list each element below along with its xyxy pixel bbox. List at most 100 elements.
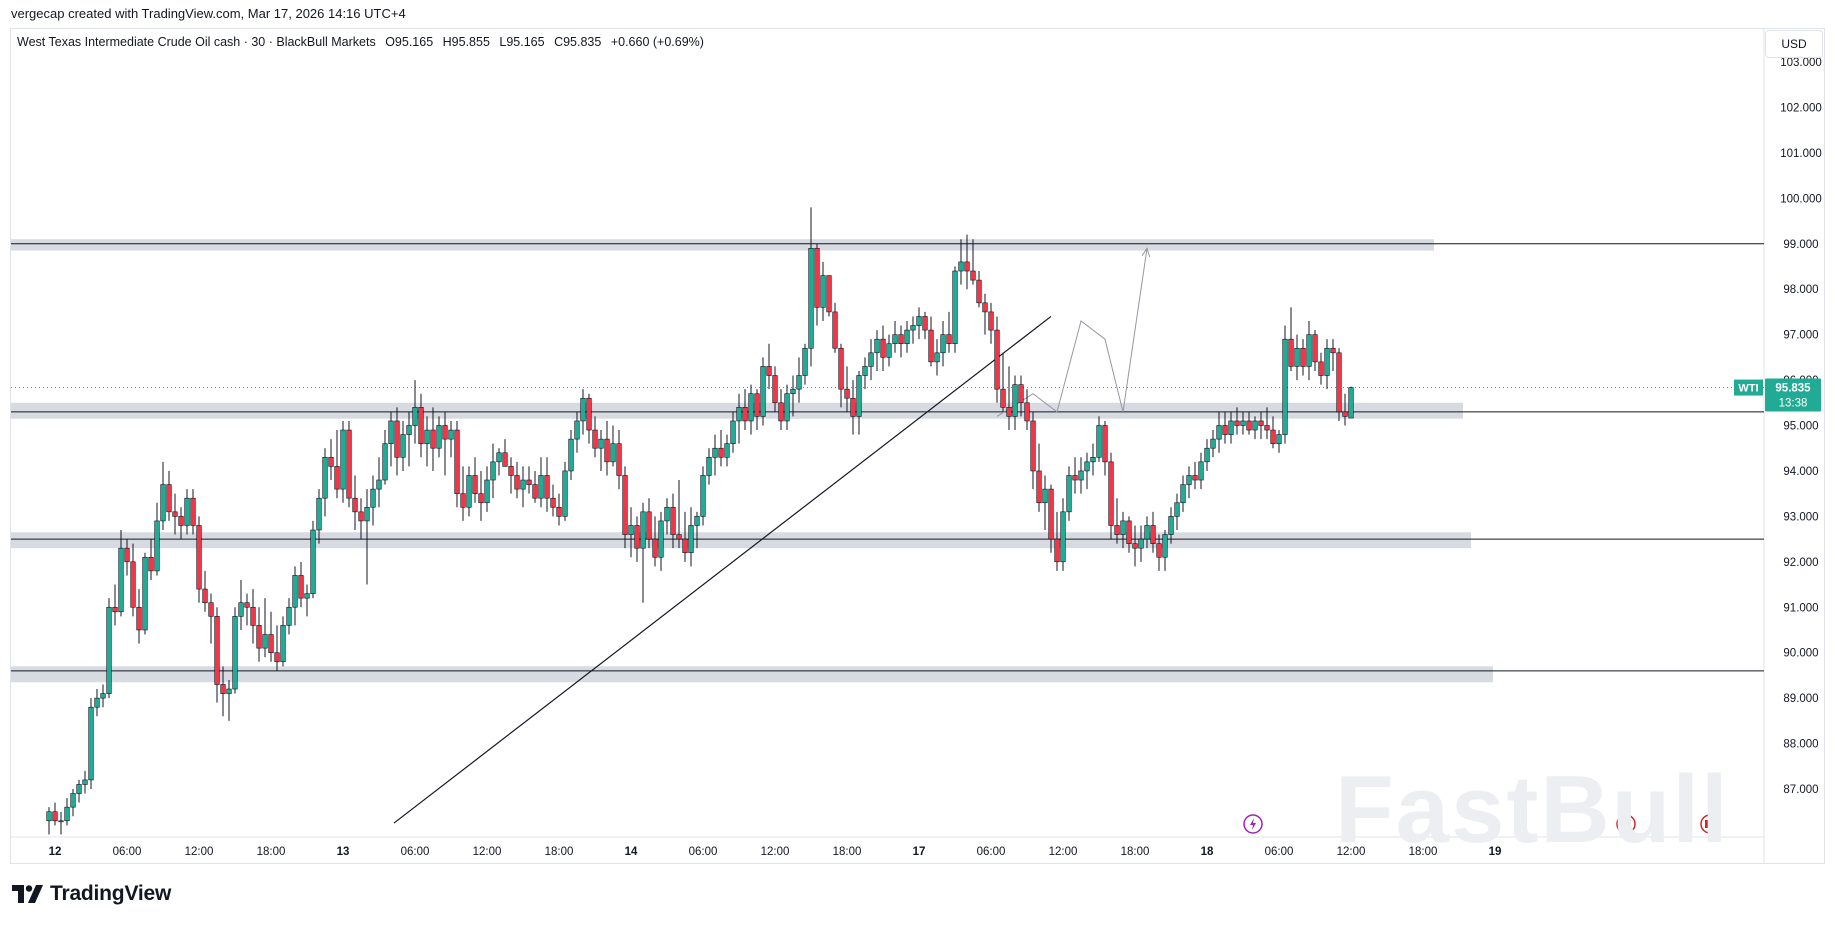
candle[interactable] bbox=[1264, 407, 1270, 440]
candle[interactable] bbox=[1300, 339, 1306, 376]
candle[interactable] bbox=[886, 334, 892, 367]
zone-rect[interactable] bbox=[11, 532, 1471, 549]
candle[interactable] bbox=[1036, 443, 1042, 512]
zone-rect[interactable] bbox=[11, 239, 1434, 251]
candle[interactable] bbox=[172, 493, 178, 535]
projection-path[interactable] bbox=[996, 248, 1148, 417]
candle[interactable] bbox=[94, 689, 100, 717]
candle[interactable] bbox=[700, 466, 706, 526]
candle[interactable] bbox=[1072, 457, 1078, 494]
candle[interactable] bbox=[1030, 411, 1036, 490]
candle[interactable] bbox=[814, 243, 820, 326]
candle[interactable] bbox=[454, 420, 460, 508]
candle[interactable] bbox=[118, 530, 124, 617]
candle[interactable] bbox=[880, 325, 886, 371]
candle[interactable] bbox=[280, 616, 286, 667]
candle[interactable] bbox=[196, 516, 202, 603]
candle[interactable] bbox=[1258, 411, 1264, 440]
candle[interactable] bbox=[70, 789, 76, 817]
candle[interactable] bbox=[256, 607, 262, 662]
candle[interactable] bbox=[1204, 439, 1210, 471]
candle[interactable] bbox=[988, 302, 994, 344]
candle[interactable] bbox=[472, 457, 478, 503]
candle[interactable] bbox=[1060, 498, 1066, 571]
candle[interactable] bbox=[1306, 320, 1312, 381]
candle[interactable] bbox=[1336, 348, 1342, 421]
candle[interactable] bbox=[1288, 307, 1294, 371]
candle[interactable] bbox=[802, 343, 808, 385]
candle[interactable] bbox=[436, 416, 442, 458]
candle[interactable] bbox=[1006, 366, 1012, 431]
candle[interactable] bbox=[484, 466, 490, 512]
candle[interactable] bbox=[760, 357, 766, 426]
candle[interactable] bbox=[178, 507, 184, 540]
candle[interactable] bbox=[736, 393, 742, 444]
candle[interactable] bbox=[154, 502, 160, 576]
candle[interactable] bbox=[226, 679, 232, 721]
candle[interactable] bbox=[370, 475, 376, 526]
candle[interactable] bbox=[346, 420, 352, 508]
candle[interactable] bbox=[1216, 411, 1222, 453]
candle[interactable] bbox=[220, 666, 226, 717]
candle[interactable] bbox=[724, 434, 730, 467]
candle[interactable] bbox=[994, 316, 1000, 403]
candle[interactable] bbox=[1168, 507, 1174, 544]
candle[interactable] bbox=[184, 489, 190, 535]
candle[interactable] bbox=[442, 411, 448, 476]
candle[interactable] bbox=[214, 607, 220, 703]
candle[interactable] bbox=[124, 539, 130, 576]
candle[interactable] bbox=[1282, 325, 1288, 444]
candle[interactable] bbox=[538, 457, 544, 508]
candle[interactable] bbox=[148, 539, 154, 580]
candle[interactable] bbox=[1114, 498, 1120, 544]
candle[interactable] bbox=[1270, 416, 1276, 449]
candle[interactable] bbox=[622, 466, 628, 549]
candle[interactable] bbox=[250, 589, 256, 644]
candle[interactable] bbox=[1162, 530, 1168, 571]
candle[interactable] bbox=[358, 498, 364, 540]
candle[interactable] bbox=[388, 411, 394, 467]
candle[interactable] bbox=[592, 416, 598, 458]
candle[interactable] bbox=[1078, 457, 1084, 494]
currency-button[interactable]: USD bbox=[1765, 30, 1823, 58]
candle[interactable] bbox=[1294, 334, 1300, 381]
tradingview-logo[interactable]: TradingView bbox=[12, 882, 171, 906]
candle[interactable] bbox=[1108, 452, 1114, 540]
candle[interactable] bbox=[1096, 416, 1102, 462]
candle[interactable] bbox=[748, 384, 754, 435]
candle[interactable] bbox=[868, 339, 874, 381]
candle[interactable] bbox=[502, 439, 508, 467]
candle[interactable] bbox=[130, 543, 136, 617]
candle[interactable] bbox=[904, 320, 910, 353]
candle[interactable] bbox=[1150, 511, 1156, 553]
candle[interactable] bbox=[1054, 511, 1060, 571]
candle[interactable] bbox=[532, 470, 538, 503]
candle[interactable] bbox=[238, 579, 244, 630]
candle[interactable] bbox=[1120, 511, 1126, 549]
candle[interactable] bbox=[448, 420, 454, 458]
candle[interactable] bbox=[262, 598, 268, 658]
candle[interactable] bbox=[844, 366, 850, 412]
candle[interactable] bbox=[166, 470, 172, 521]
candle[interactable] bbox=[742, 389, 748, 431]
candle[interactable] bbox=[766, 343, 772, 390]
candle[interactable] bbox=[1132, 525, 1138, 567]
candle[interactable] bbox=[208, 593, 214, 644]
candle[interactable] bbox=[874, 330, 880, 371]
candle[interactable] bbox=[1048, 484, 1054, 553]
candle[interactable] bbox=[652, 516, 658, 567]
candle[interactable] bbox=[514, 461, 520, 499]
candle[interactable] bbox=[352, 475, 358, 531]
candle[interactable] bbox=[100, 684, 106, 708]
candle[interactable] bbox=[682, 511, 688, 562]
candle[interactable] bbox=[340, 420, 346, 503]
candle[interactable] bbox=[1342, 393, 1348, 426]
candle[interactable] bbox=[826, 275, 832, 317]
candle[interactable] bbox=[490, 443, 496, 499]
candle[interactable] bbox=[322, 448, 328, 517]
candle[interactable] bbox=[838, 343, 844, 408]
candle[interactable] bbox=[934, 339, 940, 376]
candle[interactable] bbox=[382, 430, 388, 485]
candle[interactable] bbox=[706, 448, 712, 485]
candle[interactable] bbox=[580, 389, 586, 435]
